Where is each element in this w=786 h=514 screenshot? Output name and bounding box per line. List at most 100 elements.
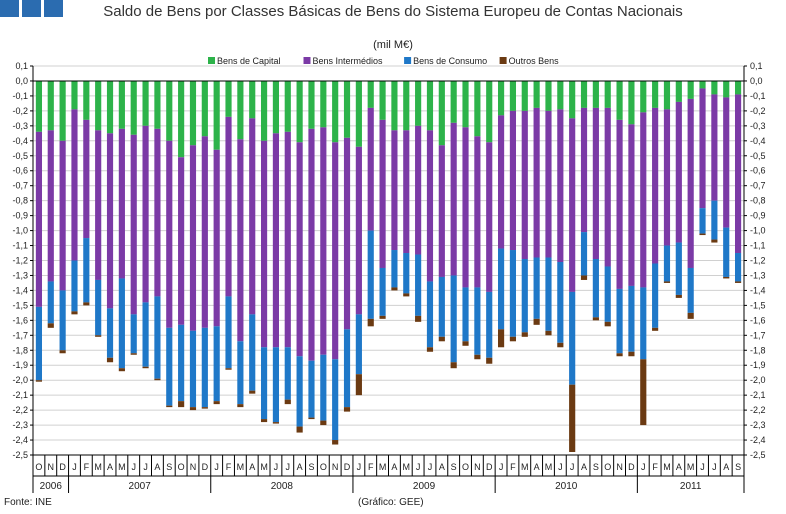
y-tick-label-right: -0,3 xyxy=(750,121,766,131)
bar-intermedios xyxy=(545,110,552,258)
bar-intermedios xyxy=(166,140,173,328)
y-tick-label-right: -0,4 xyxy=(750,136,766,146)
bar-outros xyxy=(189,407,197,411)
bar-capital xyxy=(142,80,149,126)
bar-consumo xyxy=(249,314,256,391)
bar-consumo xyxy=(320,354,327,421)
bar-capital xyxy=(343,80,351,138)
bar-capital xyxy=(675,80,682,102)
bar-consumo xyxy=(521,259,528,333)
bar-outros xyxy=(47,323,54,328)
bar-outros xyxy=(106,357,114,363)
bar-outros xyxy=(154,378,161,381)
bar-capital xyxy=(320,80,327,128)
bar-capital xyxy=(426,80,434,131)
x-tick-label: M xyxy=(237,462,245,472)
y-tick-label-right: -2,0 xyxy=(750,375,766,385)
bar-intermedios xyxy=(616,119,623,289)
bar-intermedios xyxy=(403,130,410,254)
x-tick-label: A xyxy=(297,462,303,472)
bar-capital xyxy=(189,80,197,146)
bar-consumo xyxy=(154,296,161,379)
y-tick-label-right: -0,8 xyxy=(750,196,766,206)
bar-intermedios xyxy=(83,119,90,239)
y-tick-label-left: -1,0 xyxy=(12,226,28,236)
bar-capital xyxy=(580,80,588,108)
bar-consumo xyxy=(486,291,493,358)
x-tick-label: F xyxy=(368,462,374,472)
bar-capital xyxy=(723,80,730,98)
bar-consumo xyxy=(450,275,457,363)
bar-consumo xyxy=(130,314,137,354)
y-tick-label-left: -2,4 xyxy=(12,435,28,445)
bar-capital xyxy=(663,80,671,110)
x-tick-label: J xyxy=(131,462,136,472)
bar-consumo xyxy=(379,267,386,316)
bar-intermedios xyxy=(249,118,256,315)
bar-outros xyxy=(533,318,540,325)
bar-intermedios xyxy=(734,94,742,254)
bar-consumo xyxy=(71,260,78,312)
bar-capital xyxy=(106,80,114,134)
x-tick-label: F xyxy=(510,462,516,472)
bar-capital xyxy=(497,80,505,116)
x-tick-label: J xyxy=(428,462,433,472)
x-tick-label: D xyxy=(344,462,351,472)
x-tick-label: S xyxy=(593,462,599,472)
bar-intermedios xyxy=(663,109,671,246)
bar-outros xyxy=(237,404,244,408)
x-tick-label: J xyxy=(286,462,291,472)
y-tick-label-right: -1,4 xyxy=(750,285,766,295)
bar-consumo xyxy=(497,248,505,330)
bar-capital xyxy=(699,80,706,89)
bar-capital xyxy=(249,80,256,119)
x-tick-label: A xyxy=(249,462,255,472)
bar-consumo xyxy=(213,326,220,402)
bar-capital xyxy=(308,80,315,129)
bar-consumo xyxy=(699,208,706,234)
bar-capital xyxy=(711,80,718,95)
bar-intermedios xyxy=(652,107,659,264)
y-tick-label-right: -2,5 xyxy=(750,450,766,460)
bar-outros xyxy=(652,327,659,331)
x-tick-label: A xyxy=(107,462,113,472)
bar-consumo xyxy=(687,267,694,313)
y-tick-label-left: -2,1 xyxy=(12,390,28,400)
x-tick-label: J xyxy=(700,462,705,472)
bar-outros xyxy=(450,362,457,369)
legend-swatch-outros xyxy=(499,57,507,64)
bar-consumo xyxy=(332,359,339,441)
bar-intermedios xyxy=(687,98,694,268)
bar-consumo xyxy=(296,356,303,427)
y-tick-label-right: 0,1 xyxy=(750,61,763,71)
y-tick-label-right: -1,1 xyxy=(750,241,766,251)
bar-outros xyxy=(272,422,280,424)
bar-capital xyxy=(83,80,90,120)
y-tick-label-right: -1,5 xyxy=(750,300,766,310)
x-tick-label: J xyxy=(274,462,279,472)
bar-intermedios xyxy=(415,125,422,255)
bar-consumo xyxy=(426,281,434,348)
bar-consumo xyxy=(35,306,43,381)
bar-outros xyxy=(391,287,398,291)
bar-outros xyxy=(225,368,232,370)
bar-intermedios xyxy=(355,146,362,315)
bar-intermedios xyxy=(379,119,386,268)
y-tick-label-left: -0,4 xyxy=(12,136,28,146)
bar-outros xyxy=(166,405,173,408)
x-tick-label: N xyxy=(616,462,623,472)
bar-intermedios xyxy=(497,115,505,249)
bar-outros xyxy=(367,318,374,327)
bar-intermedios xyxy=(59,140,66,291)
y-tick-label-right: -2,1 xyxy=(750,390,766,400)
x-tick-label: D xyxy=(628,462,635,472)
y-tick-label-right: -0,7 xyxy=(750,181,766,191)
bar-outros xyxy=(83,302,90,306)
bar-consumo xyxy=(604,266,611,322)
bar-outros xyxy=(35,380,43,382)
bar-capital xyxy=(237,80,244,140)
legend-label-intermedios: Bens Intermédios xyxy=(313,56,384,66)
bar-intermedios xyxy=(130,134,137,315)
y-tick-label-right: -1,6 xyxy=(750,315,766,325)
